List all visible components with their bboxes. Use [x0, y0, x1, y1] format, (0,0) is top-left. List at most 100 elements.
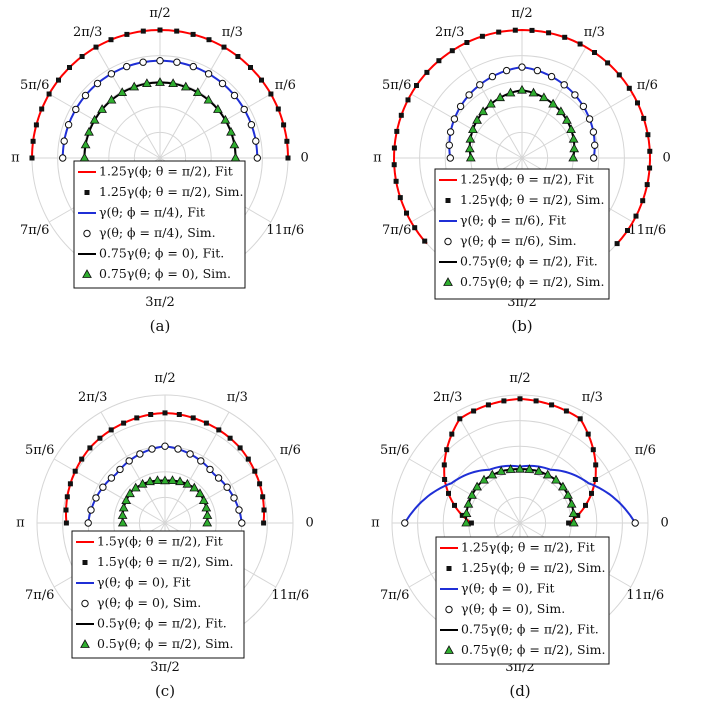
- legend-box: [73, 160, 246, 289]
- marker-square: [441, 462, 447, 468]
- marker-square: [546, 30, 552, 36]
- polar-panel-a: 0 π/6 π/3 π/2 2π/3 5π/6 π 7π/6 3π/2 11π/6 1.25γ(ϕ;…: [11, 6, 309, 335]
- legend-label: 1.5γ(ϕ; θ = π/2), Fit: [97, 534, 223, 549]
- marker-square: [134, 415, 140, 421]
- grid-spoke: [519, 411, 585, 524]
- marker-square: [640, 198, 646, 204]
- marker-circle: [223, 483, 231, 491]
- marker-triangle: [463, 498, 474, 508]
- marker-circle: [476, 81, 484, 89]
- marker-triangle: [84, 126, 94, 136]
- marker-square: [436, 58, 442, 64]
- marker-square: [647, 165, 653, 171]
- marker-square: [245, 456, 251, 462]
- legend-triangle-swatch: [444, 645, 454, 654]
- legend-triangle-swatch: [443, 277, 453, 286]
- marker-square: [645, 132, 651, 138]
- marker-square: [635, 100, 640, 106]
- marker-square: [174, 28, 180, 34]
- marker-square: [446, 490, 451, 496]
- marker-square: [589, 490, 594, 496]
- marker-square: [257, 481, 263, 487]
- legend-label: 0.75γ(θ; ϕ = π/2), Fit.: [461, 622, 599, 637]
- marker-circle: [446, 154, 454, 162]
- marker-circle: [87, 506, 95, 514]
- grid-spoke: [410, 93, 523, 159]
- legend-label: 0.75γ(θ; ϕ = 0), Fit.: [99, 246, 224, 261]
- marker-triangle: [558, 481, 568, 491]
- angle-tick-label: 2π/3: [78, 390, 107, 405]
- legend-triangle-swatch: [80, 639, 90, 648]
- polar-panel-c: 0 π/6 π/3 π/2 2π/3 5π/6 π 7π/6 3π/2 11π/6 1.5γ(ϕ; …: [16, 371, 314, 700]
- marker-triangle: [569, 143, 580, 153]
- marker-circle: [401, 519, 409, 527]
- marker-triangle: [195, 488, 205, 498]
- grid-spoke: [455, 411, 521, 524]
- marker-circle: [81, 91, 90, 100]
- marker-triangle: [465, 152, 476, 162]
- marker-square: [67, 65, 72, 70]
- series-markers: [401, 396, 639, 527]
- legend-entry: γ(θ; ϕ = 0), Sim.: [81, 595, 201, 610]
- angle-tick-label: 11π/6: [271, 588, 309, 603]
- angle-tick-label: 5π/6: [25, 443, 54, 458]
- marker-triangle: [515, 463, 525, 473]
- marker-square: [97, 435, 103, 441]
- marker-circle: [99, 483, 107, 491]
- marker-circle: [156, 57, 164, 65]
- marker-square: [248, 65, 253, 70]
- legend-label: 1.5γ(ϕ; θ = π/2), Sim.: [97, 554, 233, 569]
- marker-triangle: [97, 104, 107, 113]
- marker-square: [275, 106, 281, 112]
- legend-entry: γ(θ; ϕ = 0), Sim.: [445, 601, 565, 616]
- marker-square: [422, 238, 428, 244]
- legend-label: γ(θ; ϕ = 0), Fit: [97, 575, 190, 590]
- legend-circle-swatch: [444, 237, 452, 246]
- marker-square: [393, 178, 399, 184]
- marker-triangle: [486, 98, 496, 108]
- legend-entry: γ(θ; ϕ = π/4), Fit: [78, 205, 205, 220]
- polar-panel-b: 0π/6π/3π/22π/35π/6π7π/63π/211π/61.25γ(ϕ;…: [373, 6, 671, 335]
- marker-triangle: [226, 126, 236, 136]
- legend-entry: 1.25γ(ϕ; θ = π/2), Sim.: [84, 184, 243, 199]
- marker-square: [261, 520, 267, 526]
- marker-triangle: [220, 114, 231, 124]
- angle-tick-label: π/6: [275, 78, 296, 93]
- angle-tick-label: π: [16, 516, 25, 531]
- angle-tick-label: π/6: [637, 78, 658, 93]
- marker-square: [29, 155, 35, 161]
- marker-square: [452, 502, 457, 508]
- legend-square-swatch: [445, 198, 451, 203]
- marker-triangle: [130, 482, 141, 492]
- marker-triangle: [152, 475, 163, 485]
- marker-circle: [136, 450, 144, 458]
- marker-square: [63, 507, 69, 513]
- polar-panel-d: 0π/6π/3π/22π/35π/6π7π/63π/211π/61.25γ(ϕ;…: [371, 371, 669, 700]
- marker-square: [237, 445, 243, 451]
- marker-circle: [123, 62, 131, 71]
- marker-circle: [125, 457, 133, 465]
- marker-square: [566, 520, 572, 526]
- marker-triangle: [568, 133, 579, 143]
- marker-square: [108, 37, 114, 43]
- marker-square: [405, 97, 411, 103]
- legend-label: γ(θ; ϕ = π/6), Sim.: [460, 233, 577, 248]
- grid-spoke: [159, 93, 272, 159]
- legend-entry: 1.5γ(ϕ; θ = π/2), Sim.: [82, 554, 233, 569]
- legend-entry: γ(θ; ϕ = 0), Fit: [440, 581, 554, 596]
- marker-square: [281, 122, 287, 128]
- marker-square: [64, 494, 70, 500]
- marker-square: [457, 416, 463, 422]
- marker-square: [93, 44, 99, 50]
- legend-label: 1.25γ(ϕ; θ = π/2), Sim.: [461, 560, 605, 575]
- angle-tick-label: π/6: [280, 443, 301, 458]
- angle-tick-label: 0: [660, 516, 668, 531]
- legend-label: γ(θ; ϕ = π/4), Fit: [99, 205, 205, 220]
- marker-square: [203, 420, 209, 426]
- marker-circle: [247, 121, 256, 129]
- marker-square: [464, 40, 470, 45]
- marker-triangle: [117, 87, 128, 96]
